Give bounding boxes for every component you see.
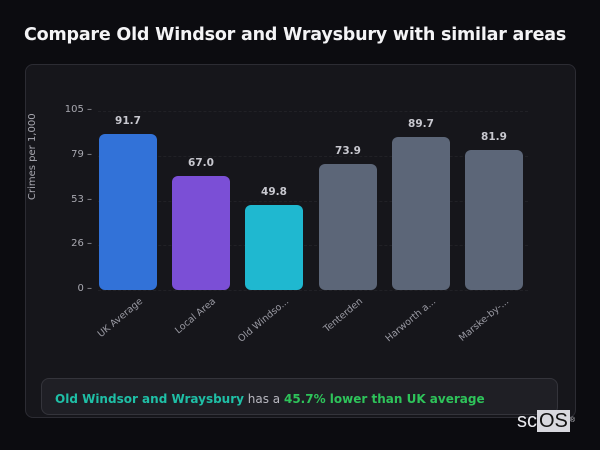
bar-value-label: 49.8 [261, 186, 287, 199]
bar-local-area[interactable] [172, 175, 230, 290]
logo-text-sc: sc [517, 410, 537, 432]
gridline [98, 290, 528, 291]
y-tick-label: 53 – [71, 194, 92, 205]
bar-old-windso[interactable] [245, 205, 303, 290]
gridline [98, 156, 528, 157]
gridline [98, 201, 528, 202]
y-tick-label: 26 – [71, 238, 92, 249]
gridline [98, 245, 528, 246]
bar-value-label: 89.7 [408, 118, 434, 131]
bar-value-label: 73.9 [335, 145, 361, 158]
summary-difference: 45.7% lower than UK average [283, 392, 485, 406]
x-tick-label: Old Windso... [235, 296, 292, 345]
bar-uk-average[interactable] [99, 133, 157, 290]
gridline [98, 111, 528, 112]
x-tick-label: Harworth a... [383, 296, 439, 345]
x-tick-label: Local Area [173, 296, 219, 337]
summary-place: Old Windsor and Wraysbury [55, 392, 244, 406]
bar-tenterden[interactable] [319, 164, 377, 290]
bar-marske-by[interactable] [465, 150, 523, 290]
bar-value-label: 81.9 [481, 131, 507, 144]
logo-text-os: OS [537, 410, 570, 432]
x-tick-label: UK Average [95, 296, 146, 340]
x-tick-label: Marske-by-... [457, 296, 512, 344]
y-tick-label: 79 – [71, 149, 92, 160]
registered-mark: ® [569, 417, 576, 424]
bar-value-label: 91.7 [115, 114, 141, 127]
page-title: Compare Old Windsor and Wraysbury with s… [24, 25, 567, 45]
x-tick-label: Tenterden [321, 296, 366, 335]
summary-box: Old Windsor and Wraysbury has a 45.7% lo… [41, 378, 558, 415]
scos-logo: sc OS ® [517, 410, 576, 432]
bar-value-label: 67.0 [188, 156, 214, 169]
summary-text: has a [243, 392, 284, 406]
bar-harworth-a[interactable] [392, 137, 450, 290]
y-tick-label: 0 – [77, 283, 92, 294]
y-tick-label: 105 – [64, 104, 92, 115]
